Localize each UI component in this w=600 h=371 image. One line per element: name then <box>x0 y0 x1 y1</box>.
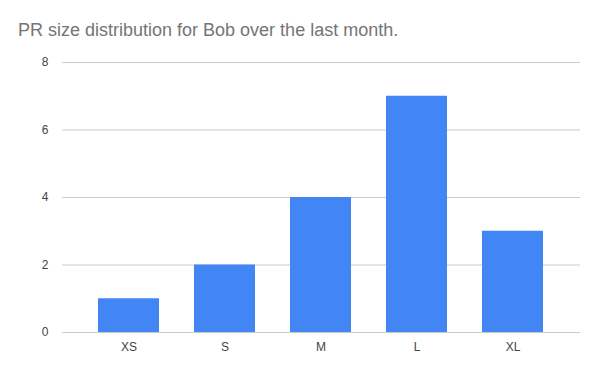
svg-text:XS: XS <box>121 340 137 354</box>
svg-text:L: L <box>414 340 421 354</box>
svg-text:4: 4 <box>42 190 49 204</box>
svg-text:S: S <box>221 340 229 354</box>
svg-text:M: M <box>316 340 326 354</box>
svg-text:0: 0 <box>42 325 49 339</box>
html-text:PR size distribution for Bob o: PR size distribution for Bob over the la… <box>18 20 399 40</box>
svg-text:6: 6 <box>42 123 49 137</box>
svg-text:8: 8 <box>42 55 49 69</box>
svg-text:2: 2 <box>42 258 49 272</box>
svg-text:XL: XL <box>506 340 521 354</box>
